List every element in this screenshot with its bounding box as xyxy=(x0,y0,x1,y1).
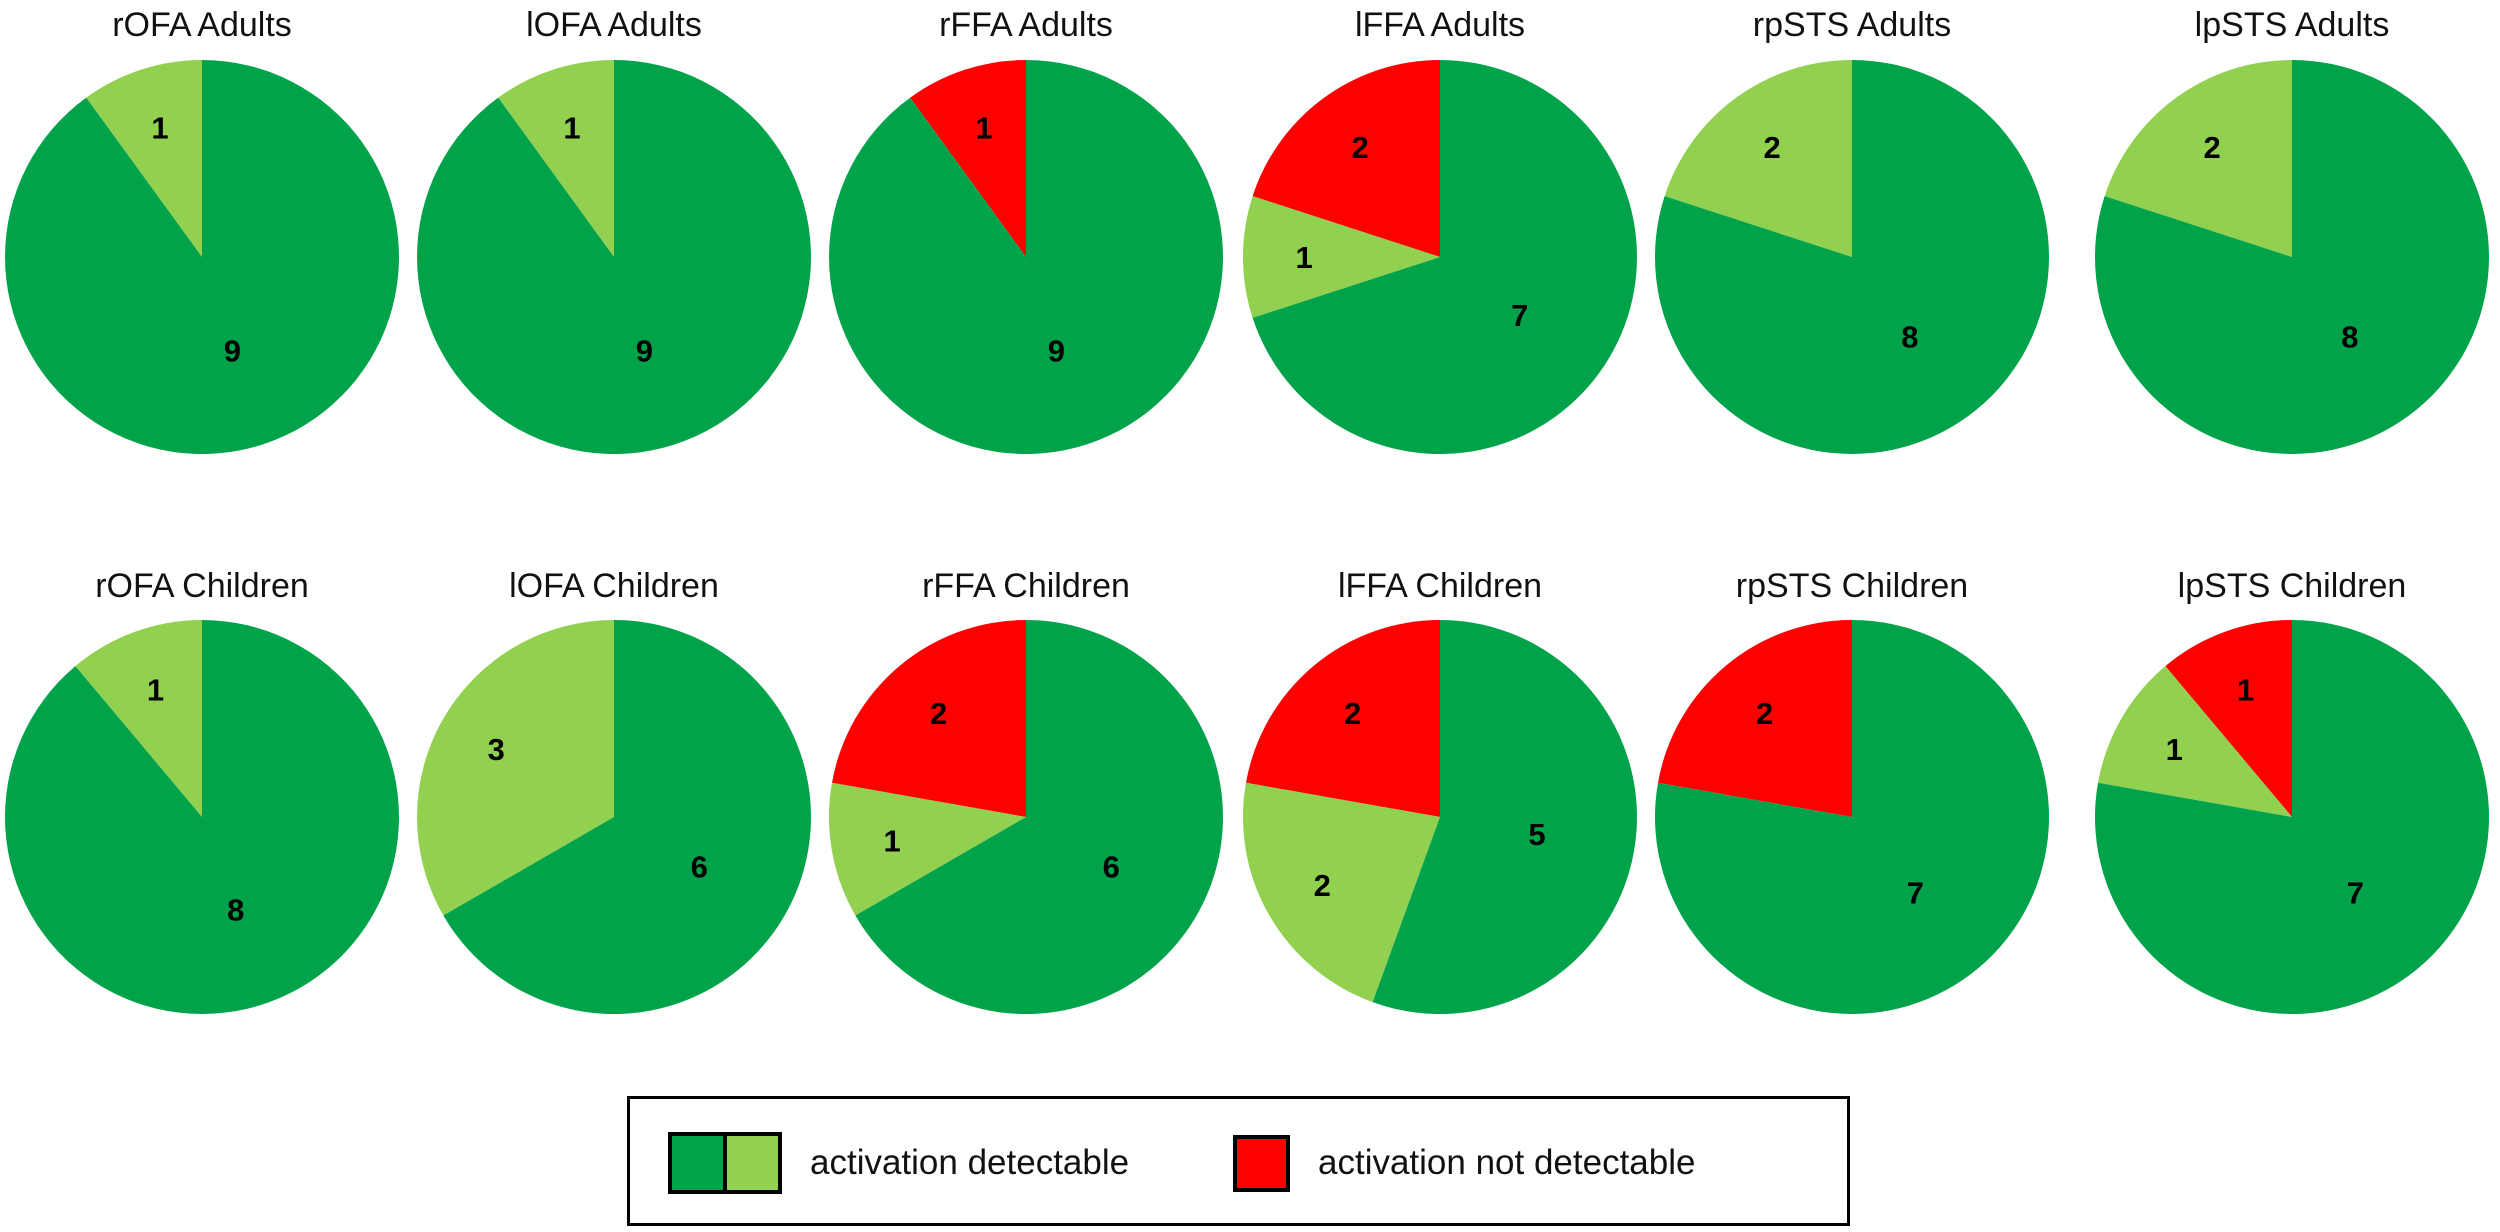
pie-title: rpSTS Children xyxy=(1736,567,1968,605)
pie-rpsts-children: rpSTS Children 2 7 xyxy=(1654,567,2049,1014)
pie-title: lFFA Children xyxy=(1338,567,1542,605)
pie-slice-detectable-light xyxy=(498,60,614,257)
pie-slice-detectable-light xyxy=(2097,666,2292,817)
pie-slice-detectable-light xyxy=(1242,196,1440,318)
pie-slice-detectable-dark xyxy=(1252,60,1637,454)
pie-data-label: 2 xyxy=(1756,696,1773,731)
pie-title: lOFA Children xyxy=(509,567,719,605)
pie-data-label: 8 xyxy=(2341,320,2358,355)
legend-swatch-red xyxy=(1233,1134,1290,1192)
pie-title: rFFA Adults xyxy=(939,6,1113,44)
legend-item-detectable: activation detectable xyxy=(668,1132,1129,1194)
pie-data-label: 6 xyxy=(691,849,708,884)
pie-data-label: 7 xyxy=(1907,876,1924,911)
pie-slice-detectable-light xyxy=(828,782,1026,916)
pie-data-label: 6 xyxy=(1103,849,1120,884)
pie-rpsts-adults: rpSTS Adults 2 8 xyxy=(1654,6,2049,455)
pie-lpsts-adults: lpSTS Adults 2 8 xyxy=(2094,6,2489,455)
pie-data-label: 1 xyxy=(2237,672,2254,707)
pie-slice-detectable-light xyxy=(416,620,614,916)
pie-title: rFFA Children xyxy=(922,567,1130,605)
pie-slice-detectable-light xyxy=(1242,782,1440,1003)
pie-slice-detectable-dark xyxy=(4,60,399,454)
pie-data-label: 1 xyxy=(2166,732,2183,767)
pie-data-label: 9 xyxy=(224,334,241,369)
pie-slice-detectable-light xyxy=(86,60,202,257)
pie-slice-not-detectable xyxy=(1657,620,1852,817)
pie-data-label: 2 xyxy=(930,696,947,731)
pie-slice-detectable-dark xyxy=(2094,60,2489,455)
legend-label-not-detectable: activation not detectable xyxy=(1318,1143,1696,1182)
pie-title: rOFA Children xyxy=(95,567,309,605)
pie-slice-detectable-light xyxy=(2104,59,2292,257)
pie-data-label: 2 xyxy=(1344,696,1361,731)
pie-slice-detectable-dark xyxy=(5,620,400,1014)
pie-lffa-adults: lFFA Adults 2 1 7 xyxy=(1242,6,1637,454)
pie-rffa-children: rFFA Children 2 1 6 xyxy=(828,567,1223,1014)
legend-swatch-dark-green xyxy=(672,1136,723,1190)
pie-data-label: 2 xyxy=(1763,130,1780,165)
pie-slice-detectable-dark xyxy=(443,620,811,1014)
pie-data-label: 3 xyxy=(488,732,505,767)
pie-rofa-adults: rOFA Adults 1 9 xyxy=(4,6,399,454)
pie-data-label: 5 xyxy=(1528,817,1545,852)
pie-title: rpSTS Adults xyxy=(1753,6,1951,44)
legend-item-not-detectable: activation not detectable xyxy=(1233,1132,1695,1194)
pie-data-label: 2 xyxy=(2203,130,2220,165)
pie-data-label: 1 xyxy=(975,111,992,146)
pie-slice-detectable-dark xyxy=(416,60,811,454)
legend: activation detectable activation not det… xyxy=(627,1096,1850,1226)
pie-lofa-adults: lOFA Adults 1 9 xyxy=(416,6,811,454)
pie-data-label: 8 xyxy=(227,893,244,928)
legend-swatch-light-green xyxy=(723,1136,778,1190)
pie-slice-not-detectable xyxy=(831,620,1026,817)
pie-data-label: 1 xyxy=(151,111,168,146)
pie-data-label: 1 xyxy=(883,824,900,859)
pie-data-label: 1 xyxy=(147,672,164,707)
pie-title: lOFA Adults xyxy=(526,6,702,44)
pie-rofa-children: rOFA Children 1 8 xyxy=(5,567,400,1014)
pie-title: rOFA Adults xyxy=(112,6,292,44)
pie-title: lpSTS Children xyxy=(2178,567,2407,605)
pie-slice-detectable-light xyxy=(1664,59,1852,257)
pie-slice-detectable-dark xyxy=(855,620,1223,1014)
pie-data-label: 1 xyxy=(1295,240,1312,275)
pie-title: lFFA Adults xyxy=(1355,6,1525,44)
pie-data-label: 7 xyxy=(1511,298,1528,333)
pie-slice-detectable-dark xyxy=(2094,620,2489,1014)
pie-data-label: 8 xyxy=(1901,320,1918,355)
pie-rffa-adults: rFFA Adults 1 9 xyxy=(828,6,1223,455)
pie-slice-detectable-dark xyxy=(1372,620,1637,1014)
pie-slice-detectable-dark xyxy=(1654,620,2049,1014)
pie-slice-not-detectable xyxy=(910,60,1026,257)
pie-lpsts-children: lpSTS Children 1 1 7 xyxy=(2094,567,2489,1014)
pie-slice-not-detectable xyxy=(1245,620,1440,817)
pie-slice-detectable-dark xyxy=(828,60,1223,455)
pie-slice-not-detectable xyxy=(2165,620,2292,817)
pie-title: lpSTS Adults xyxy=(2195,6,2390,44)
pie-data-label: 2 xyxy=(1351,130,1368,165)
pie-data-label: 9 xyxy=(1048,334,1065,369)
legend-swatch-detectable xyxy=(668,1132,782,1194)
pie-data-label: 1 xyxy=(563,111,580,146)
pie-lffa-children: lFFA Children 2 2 5 xyxy=(1242,567,1637,1014)
pie-data-label: 2 xyxy=(1314,868,1331,903)
pie-lofa-children: lOFA Children 3 6 xyxy=(416,567,811,1014)
pie-data-label: 7 xyxy=(2347,876,2364,911)
pie-data-label: 9 xyxy=(636,334,653,369)
pie-slice-not-detectable xyxy=(1252,60,1440,257)
legend-label-detectable: activation detectable xyxy=(810,1143,1130,1182)
pie-slice-detectable-dark xyxy=(1654,60,2049,455)
pie-slice-detectable-light xyxy=(75,620,202,817)
